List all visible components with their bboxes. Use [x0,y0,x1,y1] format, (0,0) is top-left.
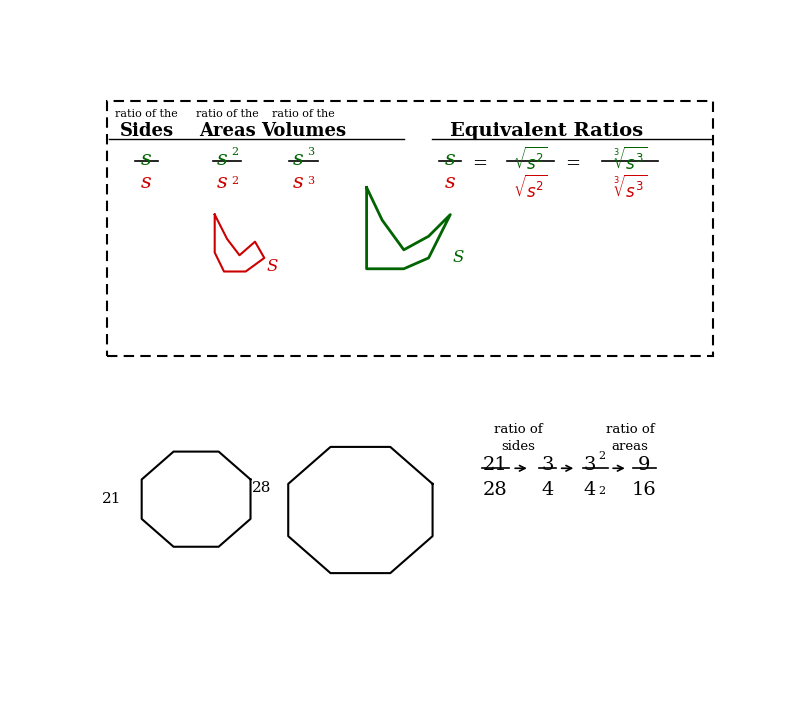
Text: 3: 3 [307,147,314,157]
Text: 2: 2 [598,451,606,461]
Text: =: = [472,155,487,173]
Text: Volumes: Volumes [261,122,346,140]
Text: 9: 9 [638,455,650,474]
Text: Equivalent Ratios: Equivalent Ratios [450,122,643,140]
Text: s: s [141,173,152,192]
Text: 4: 4 [584,482,596,499]
Text: s: s [445,149,456,168]
Text: 28: 28 [252,482,271,496]
Text: s: s [293,149,304,168]
Text: ratio of the: ratio of the [115,109,178,119]
Text: s: s [217,173,227,192]
Text: 16: 16 [632,482,657,499]
Text: $\sqrt{s^2}$: $\sqrt{s^2}$ [514,175,548,202]
Text: $\sqrt[3]{s^3}$: $\sqrt[3]{s^3}$ [613,175,647,202]
Text: 28: 28 [483,482,508,499]
Text: 21: 21 [102,492,122,506]
Text: 2: 2 [598,486,606,496]
Text: s: s [141,149,152,168]
Text: 2: 2 [231,147,238,157]
Text: 3: 3 [307,176,314,186]
Text: $\sqrt{s^2}$: $\sqrt{s^2}$ [514,147,548,174]
Text: s: s [217,149,227,168]
Text: Sides: Sides [119,122,174,140]
Text: S: S [266,258,278,275]
Text: 4: 4 [542,482,554,499]
Text: 2: 2 [231,176,238,186]
Text: s: s [445,173,456,192]
Text: ratio of the: ratio of the [272,109,334,119]
Text: Areas: Areas [198,122,255,140]
Text: ratio of: ratio of [494,423,543,436]
Text: $\sqrt[3]{s^3}$: $\sqrt[3]{s^3}$ [613,147,647,174]
Text: 3: 3 [542,455,554,474]
Text: sides: sides [502,439,535,453]
FancyBboxPatch shape [107,101,713,356]
Text: s: s [293,173,304,192]
Text: 21: 21 [483,455,508,474]
Text: ratio of the: ratio of the [196,109,258,119]
Text: =: = [565,155,580,173]
Text: areas: areas [612,439,649,453]
Text: 3: 3 [583,455,596,474]
Text: S: S [452,249,463,266]
Text: ratio of: ratio of [606,423,654,436]
